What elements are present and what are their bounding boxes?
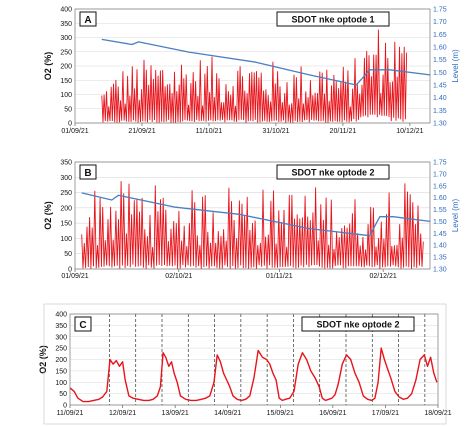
panel-b-x-tick-label: 01/11/21 bbox=[266, 273, 293, 280]
panel-a-chart bbox=[74, 8, 431, 126]
panel-a-y2-tick-label: 1.70 bbox=[433, 19, 447, 26]
panel-b-y2-axis-title: Level (m) bbox=[451, 198, 460, 232]
panel-b-level-series bbox=[81, 192, 431, 237]
panel-c-x-tick-label: 12/09/21 bbox=[109, 410, 136, 417]
panel-b-title: SDOT nke optode 2 bbox=[291, 168, 374, 178]
panel-a-x-tick-label: 11/10/21 bbox=[196, 128, 223, 135]
panel-a-x-tick-label: 31/10/21 bbox=[262, 128, 289, 135]
panel-b-title-box bbox=[276, 164, 390, 180]
panel-b-y2-tick-label: 1.70 bbox=[433, 171, 447, 178]
panel-b-y-tick-label: 0 bbox=[68, 267, 72, 274]
panel-c-plot-frame bbox=[69, 313, 439, 406]
panel-b-x-tick-label: 01/09/21 bbox=[61, 273, 88, 280]
panel-a-title: SDOT nke optode 1 bbox=[291, 15, 374, 25]
panel-a-label: A bbox=[84, 15, 91, 26]
panel-a-y-tick-label: 250 bbox=[60, 49, 72, 56]
panel-a-y-tick-label: 300 bbox=[60, 35, 72, 42]
panel-a-y2-tick-label: 1.50 bbox=[433, 70, 447, 77]
panel-c-x-tick-label: 11/09/21 bbox=[57, 410, 84, 417]
panel-c-x-tick-label: 18/09/21 bbox=[424, 410, 451, 417]
panel-c-chart bbox=[69, 313, 439, 408]
panel-a-label-box bbox=[79, 11, 97, 27]
panel-a-y-tick-label: 400 bbox=[60, 7, 72, 14]
panel-b-plot-frame bbox=[74, 161, 431, 270]
panel-a-y-tick-label: 100 bbox=[60, 92, 72, 99]
panel-b-y2-tick-label: 1.55 bbox=[433, 207, 447, 214]
panel-b-label: B bbox=[84, 168, 91, 179]
panel-c-y-tick-label: 250 bbox=[55, 346, 67, 353]
panel-a-y-tick-label: 0 bbox=[68, 121, 72, 128]
panel-b-x-tick-label: 02/12/21 bbox=[369, 273, 396, 280]
panel-a-y-tick-label: 150 bbox=[60, 78, 72, 85]
panel-b-o2-series bbox=[81, 181, 424, 270]
panel-a-x-tick-label: 20/11/21 bbox=[330, 128, 357, 135]
panel-b-y2-tick-label: 1.75 bbox=[433, 160, 447, 167]
panel-a-y-axis-title: O2 (%) bbox=[43, 52, 53, 81]
panel-c-o2-series bbox=[69, 347, 438, 403]
panel-a-o2-series bbox=[101, 29, 408, 124]
panel-b-y2-tick-label: 1.30 bbox=[433, 267, 447, 274]
panel-a-y-tick-label: 200 bbox=[60, 64, 72, 71]
panel-c-title-box bbox=[301, 316, 415, 332]
panel-b-y-tick-label: 300 bbox=[60, 175, 72, 182]
panel-b-y-axis-title: O2 (%) bbox=[43, 201, 53, 230]
panel-c-label-box bbox=[74, 316, 92, 332]
panel-b-x-tick-label: 02/10/21 bbox=[165, 273, 192, 280]
panel-b-y-tick-label: 150 bbox=[60, 221, 72, 228]
panel-c-y-tick-label: 0 bbox=[63, 403, 67, 410]
panel-c-x-tick-label: 15/09/21 bbox=[267, 410, 294, 417]
panel-c-y-tick-label: 150 bbox=[55, 368, 67, 375]
panel-c-y-axis-title: O2 (%) bbox=[38, 345, 48, 374]
panel-b-y2-tick-label: 1.45 bbox=[433, 231, 447, 238]
panel-b-y-tick-label: 350 bbox=[60, 160, 72, 167]
panel-a-title-box bbox=[276, 11, 390, 27]
panel-c-outer-frame bbox=[43, 303, 447, 425]
panel-c-x-tick-label: 14/09/21 bbox=[214, 410, 241, 417]
panel-c-label: C bbox=[79, 320, 86, 331]
panel-b-y2-tick-label: 1.40 bbox=[433, 243, 447, 250]
panel-b-y2-tick-label: 1.65 bbox=[433, 183, 447, 190]
panel-b-y-tick-label: 100 bbox=[60, 236, 72, 243]
panel-a-y2-tick-label: 1.30 bbox=[433, 121, 447, 128]
panel-b-y2-tick-label: 1.35 bbox=[433, 255, 447, 262]
panel-c-x-tick-label: 16/09/21 bbox=[319, 410, 346, 417]
panel-a-x-tick-label: 21/09/21 bbox=[128, 128, 155, 135]
panel-a-plot-frame bbox=[74, 8, 431, 124]
panel-a-y2-tick-label: 1.35 bbox=[433, 108, 447, 115]
panel-b-y-tick-label: 50 bbox=[64, 251, 72, 258]
panel-c-x-tick-label: 17/09/21 bbox=[372, 410, 399, 417]
panel-a-y2-tick-label: 1.55 bbox=[433, 57, 447, 64]
panel-a-y2-tick-label: 1.75 bbox=[433, 7, 447, 14]
panel-c-y-tick-label: 100 bbox=[55, 380, 67, 387]
panel-a-y-tick-label: 50 bbox=[64, 106, 72, 113]
panel-a-y2-tick-label: 1.40 bbox=[433, 95, 447, 102]
panel-c-y-tick-label: 350 bbox=[55, 323, 67, 330]
panel-a-y2-tick-label: 1.65 bbox=[433, 32, 447, 39]
panel-a-level-series bbox=[101, 38, 431, 86]
panel-b-label-box bbox=[79, 164, 97, 180]
panel-b-y-tick-label: 250 bbox=[60, 190, 72, 197]
panel-c-x-tick-label: 13/09/21 bbox=[162, 410, 189, 417]
panel-b-chart bbox=[74, 161, 431, 272]
panel-a-y2-axis-title: Level (m) bbox=[451, 49, 460, 83]
panel-a-y-tick-label: 350 bbox=[60, 21, 72, 28]
panel-c-title: SDOT nke optode 2 bbox=[316, 320, 399, 330]
panel-b-y2-tick-label: 1.60 bbox=[433, 195, 447, 202]
panel-a-y2-tick-label: 1.45 bbox=[433, 83, 447, 90]
panel-c-y-tick-label: 50 bbox=[59, 391, 67, 398]
panel-a-x-tick-label: 10/12/21 bbox=[396, 128, 423, 135]
panel-c-y-tick-label: 300 bbox=[55, 334, 67, 341]
panel-b-y2-tick-label: 1.50 bbox=[433, 219, 447, 226]
panel-a-y2-tick-label: 1.60 bbox=[433, 45, 447, 52]
panel-c-y-tick-label: 200 bbox=[55, 357, 67, 364]
panel-b-y-tick-label: 200 bbox=[60, 205, 72, 212]
panel-c-y-tick-label: 400 bbox=[55, 312, 67, 319]
panel-a-x-tick-label: 01/09/21 bbox=[61, 128, 88, 135]
